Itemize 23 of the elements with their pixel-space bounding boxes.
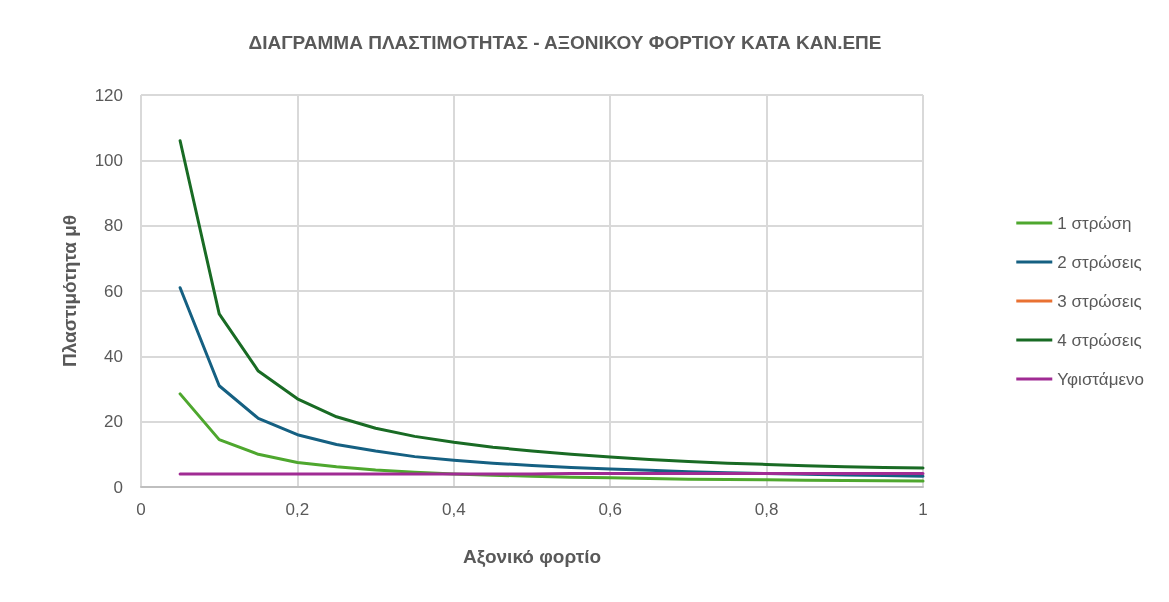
chart-title: ΔΙΑΓΡΑΜΜΑ ΠΛΑΣΤΙΜΟΤΗΤΑΣ - ΑΞΟΝΙΚΟΥ ΦΟΡΤΙΟΥ ΚΑΤΑ ΚΑΝ.ΕΠΕ: [248, 32, 882, 53]
x-tick-label: 0,2: [285, 500, 310, 519]
x-tick-label: 0,4: [441, 500, 466, 519]
x-tick-label: 0: [136, 500, 146, 519]
x-tick-label: 0,6: [598, 500, 623, 519]
y-tick-label: 60: [104, 281, 123, 301]
legend-label: 2 στρώσεις: [1057, 252, 1142, 272]
line-series: [178, 139, 925, 470]
legend-label: Υφιστάμενο: [1057, 369, 1144, 389]
y-tick-label: 80: [104, 216, 123, 236]
y-tick-label: 120: [94, 85, 123, 105]
x-tick-label: 1: [918, 500, 928, 519]
y-tick-label: 20: [104, 412, 123, 432]
legend-label: 4 στρώσεις: [1057, 330, 1142, 350]
legend-label: 3 στρώσεις: [1057, 291, 1142, 311]
y-axis-title: Πλαστιμότητα μθ: [59, 214, 80, 368]
legend-label: 1 στρώση: [1057, 213, 1132, 233]
y-tick-label: 100: [94, 150, 123, 170]
y-tick-label: 40: [104, 346, 123, 366]
x-axis-title: Αξονικό φορτίο: [462, 546, 602, 568]
y-tick-label: 0: [113, 477, 123, 497]
line-series: [178, 392, 925, 483]
x-tick-label: 0,8: [754, 500, 779, 519]
